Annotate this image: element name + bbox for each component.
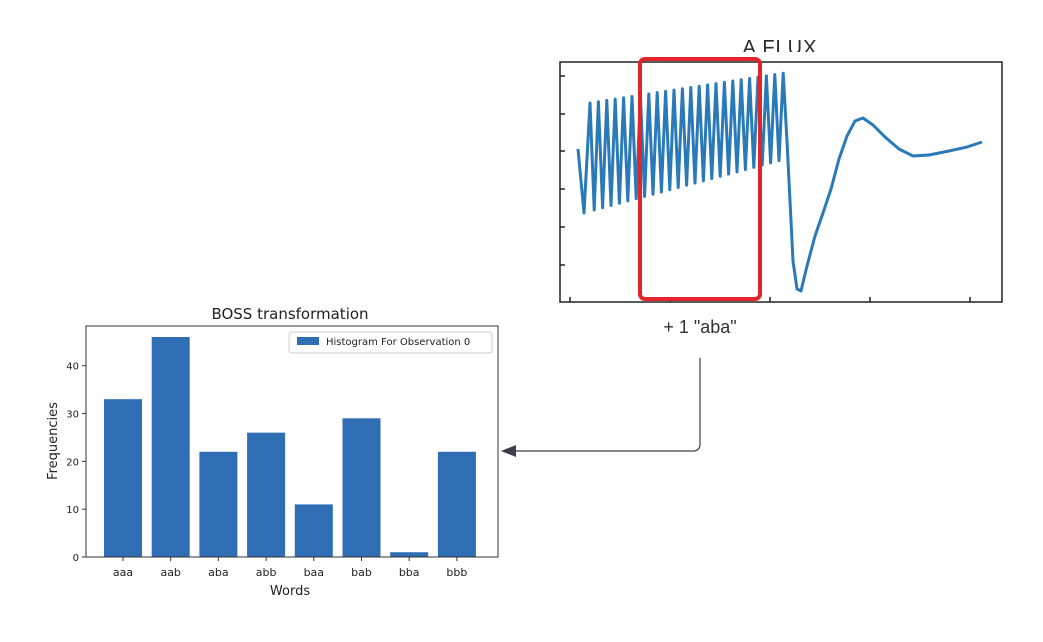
plot-frame [85,325,499,558]
bar-bba [390,552,429,557]
flux-panel [557,41,1003,303]
chart-title: BOSS transformation [211,305,368,323]
legend-label: Histogram For Observation 0 [326,337,470,348]
bar-abb [247,432,286,557]
arrowhead [501,445,516,457]
y-tick-label: 30 [66,410,79,421]
connector-line [516,358,701,452]
flux-signal-line [576,71,983,293]
x-tick-label: abb [256,566,277,579]
legend-frame [288,331,493,354]
bar-aaa [104,399,142,557]
flux-yticks [560,75,565,266]
y-axis-ticks: 0 10 20 30 40 [66,362,86,564]
x-tick-label: bbb [446,566,467,579]
highlight-window[interactable] [638,57,762,301]
annotation-label: + 1 "aba" [663,317,737,337]
legend: Histogram For Observation 0 [288,331,493,354]
x-tick-label: bba [399,566,420,579]
x-tick-label: aba [208,566,228,579]
bar-bbb [437,451,476,557]
x-axis-label: Words [270,584,310,599]
legend-swatch [297,337,319,345]
x-tick-label: aaa [113,566,133,579]
bar-aab [151,337,190,557]
y-tick-label: 10 [66,505,79,516]
y-tick-label: 40 [66,362,79,373]
x-axis-ticks: aaa aab aba abb baa bab bba bbb [113,557,467,579]
x-tick-label: bab [351,566,372,579]
x-tick-label: aab [160,566,180,579]
bar-bab [342,418,381,557]
flux-title: A FLUX [742,37,818,52]
x-tick-label: baa [304,566,324,579]
flux-plot-frame [559,61,1003,303]
bar-baa [294,504,333,557]
y-axis-label: Frequencies [46,402,61,480]
y-tick-label: 0 [73,553,79,564]
y-tick-label: 20 [66,457,79,468]
bar-aba [199,451,238,557]
bars [104,337,476,557]
